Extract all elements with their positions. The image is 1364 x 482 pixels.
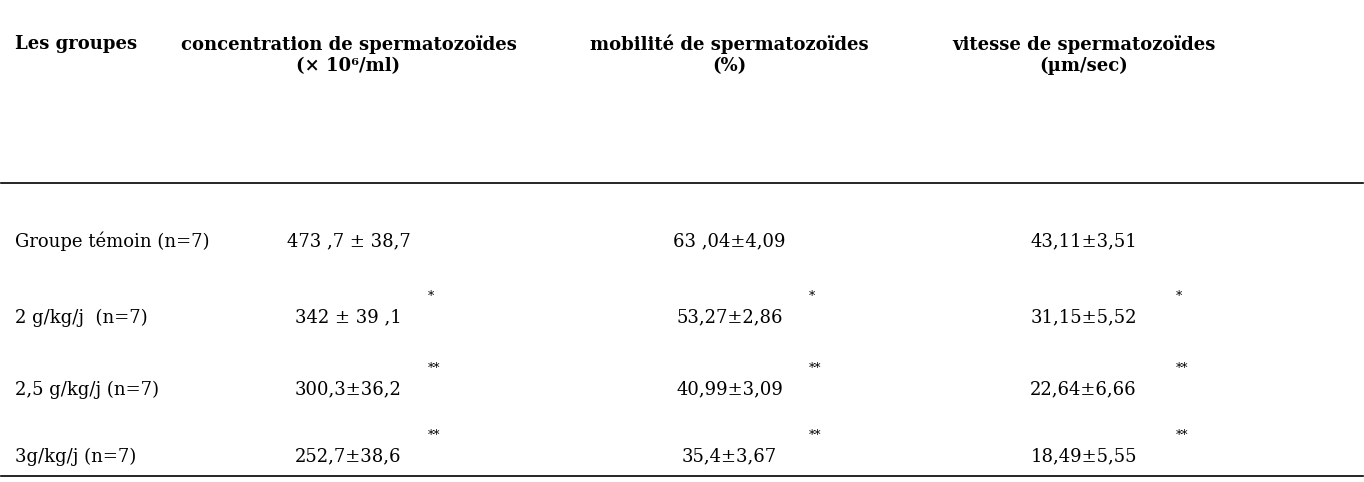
Text: 2,5 g/kg/j (n=7): 2,5 g/kg/j (n=7): [15, 380, 160, 399]
Text: 300,3±36,2: 300,3±36,2: [295, 381, 402, 399]
Text: **: **: [809, 362, 821, 375]
Text: 43,11±3,51: 43,11±3,51: [1030, 232, 1138, 250]
Text: Groupe témoin (n=7): Groupe témoin (n=7): [15, 231, 210, 251]
Text: 22,64±6,66: 22,64±6,66: [1030, 381, 1136, 399]
Text: 63 ,04±4,09: 63 ,04±4,09: [674, 232, 786, 250]
Text: 53,27±2,86: 53,27±2,86: [677, 308, 783, 327]
Text: 473 ,7 ± 38,7: 473 ,7 ± 38,7: [286, 232, 411, 250]
Text: 252,7±38,6: 252,7±38,6: [295, 448, 402, 466]
Text: 2 g/kg/j  (n=7): 2 g/kg/j (n=7): [15, 308, 147, 327]
Text: 18,49±5,55: 18,49±5,55: [1030, 448, 1136, 466]
Text: Les groupes: Les groupes: [15, 35, 138, 53]
Text: 342 ± 39 ,1: 342 ± 39 ,1: [295, 308, 402, 327]
Text: **: **: [1176, 429, 1188, 442]
Text: concentration de spermatozoïdes
(× 10⁶/ml): concentration de spermatozoïdes (× 10⁶/m…: [180, 35, 517, 75]
Text: *: *: [427, 290, 434, 303]
Text: 40,99±3,09: 40,99±3,09: [677, 381, 783, 399]
Text: *: *: [809, 290, 814, 303]
Text: 35,4±3,67: 35,4±3,67: [682, 448, 777, 466]
Text: *: *: [1176, 290, 1183, 303]
Text: **: **: [1176, 362, 1188, 375]
Text: 31,15±5,52: 31,15±5,52: [1030, 308, 1136, 327]
Text: **: **: [427, 429, 441, 442]
Text: 3g/kg/j (n=7): 3g/kg/j (n=7): [15, 447, 136, 466]
Text: **: **: [427, 362, 441, 375]
Text: **: **: [809, 429, 821, 442]
Text: mobilité de spermatozoïdes
(%): mobilité de spermatozoïdes (%): [591, 35, 869, 75]
Text: vitesse de spermatozoïdes
(µm/sec): vitesse de spermatozoïdes (µm/sec): [952, 35, 1215, 75]
